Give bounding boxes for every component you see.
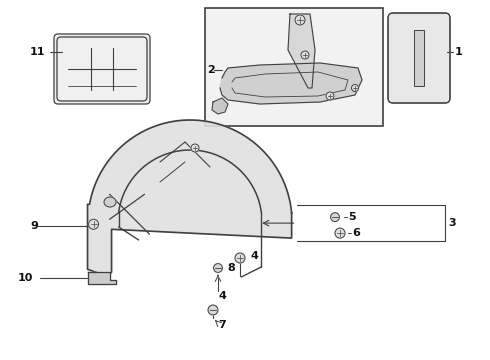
Ellipse shape — [351, 85, 359, 91]
Polygon shape — [88, 272, 116, 284]
Polygon shape — [212, 98, 228, 114]
Polygon shape — [288, 14, 315, 88]
Ellipse shape — [235, 253, 245, 263]
Ellipse shape — [295, 15, 305, 25]
Ellipse shape — [89, 219, 98, 229]
Ellipse shape — [326, 92, 334, 100]
Text: 3: 3 — [448, 218, 456, 228]
Text: 5: 5 — [348, 212, 356, 222]
Text: 4: 4 — [218, 291, 226, 301]
Ellipse shape — [191, 144, 199, 152]
Ellipse shape — [331, 213, 340, 221]
Ellipse shape — [208, 305, 218, 315]
Text: 10: 10 — [18, 273, 33, 283]
Polygon shape — [220, 63, 362, 104]
Bar — [205, 8, 383, 126]
Text: 6: 6 — [352, 228, 360, 238]
Text: 9: 9 — [30, 221, 38, 231]
Text: 4: 4 — [250, 251, 258, 261]
FancyBboxPatch shape — [54, 34, 150, 104]
Text: 1: 1 — [455, 47, 463, 57]
Polygon shape — [88, 120, 292, 276]
Ellipse shape — [301, 51, 309, 59]
Text: 8: 8 — [227, 263, 235, 273]
FancyBboxPatch shape — [388, 13, 450, 103]
Ellipse shape — [104, 197, 116, 207]
Bar — [414, 30, 424, 86]
Text: 11: 11 — [30, 47, 46, 57]
Text: 7: 7 — [218, 320, 226, 330]
Ellipse shape — [214, 264, 222, 273]
Ellipse shape — [335, 228, 345, 238]
Text: 2: 2 — [207, 65, 215, 75]
